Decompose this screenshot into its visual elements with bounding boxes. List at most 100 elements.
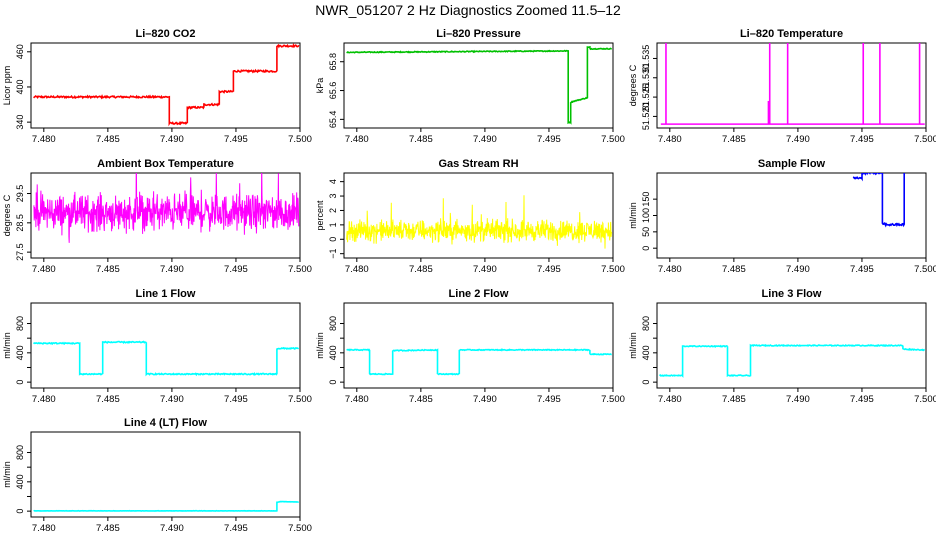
x-tick-label: 7.500 xyxy=(914,264,936,275)
y-tick-label: 0 xyxy=(15,509,25,514)
y-tick-label: 51.525 xyxy=(641,83,651,111)
y-tick-label: 4 xyxy=(328,179,338,184)
x-tick-label: 7.480 xyxy=(32,394,56,405)
series-line xyxy=(346,46,612,125)
x-tick-label: 7.500 xyxy=(601,134,625,145)
x-tick-label: 7.500 xyxy=(288,394,312,405)
x-tick-label: 7.480 xyxy=(345,264,369,275)
x-tick-label: 7.480 xyxy=(658,134,682,145)
plot-frame xyxy=(30,302,301,389)
x-tick-label: 7.490 xyxy=(473,394,497,405)
y-tick-label: 800 xyxy=(15,445,25,460)
y-axis-label: kPa xyxy=(315,78,325,94)
series-line xyxy=(346,195,613,249)
x-tick-label: 7.500 xyxy=(601,264,625,275)
series xyxy=(33,500,299,512)
y-tick-label: 51.520 xyxy=(641,103,651,131)
y-axis-label: ml/min xyxy=(628,332,638,359)
x-tick-label: 7.495 xyxy=(850,264,874,275)
panel-10: Line 4 (LT) Flow ml/min 7.480 7.485 7.490 7.4… xyxy=(2,417,312,534)
panel-title: Li–820 CO2 xyxy=(136,28,196,40)
y-tick-label: 0 xyxy=(641,246,651,251)
x-tick-label: 7.480 xyxy=(345,134,369,145)
x-tick-label: 7.490 xyxy=(786,134,810,145)
x-tick-label: 7.490 xyxy=(786,264,810,275)
plot-frame xyxy=(30,172,301,259)
series-line xyxy=(346,348,612,376)
x-tick-label: 7.495 xyxy=(224,264,248,275)
series xyxy=(32,340,300,377)
y-tick-label: 460 xyxy=(15,44,25,59)
y-tick-label: 800 xyxy=(641,316,651,331)
panel-5: Gas Stream RH percent 7.480 7.485 7.490 7.495… xyxy=(315,158,625,275)
y-axis-label: ml/min xyxy=(2,461,12,488)
x-tick-label: 7.480 xyxy=(32,523,56,534)
y-tick-label: 340 xyxy=(15,115,25,130)
x-tick-label: 7.485 xyxy=(409,264,433,275)
panel-6: Sample Flow ml/min 7.480 7.485 7.490 7.495 7.5… xyxy=(628,158,936,275)
panel-title: Line 1 Flow xyxy=(136,288,196,300)
y-tick-label: 65.6 xyxy=(328,82,338,100)
y-tick-label: 3 xyxy=(328,194,338,199)
series-line xyxy=(33,500,299,512)
x-tick-label: 7.490 xyxy=(473,264,497,275)
x-tick-label: 7.485 xyxy=(409,134,433,145)
y-tick-label: 0 xyxy=(328,380,338,385)
y-tick-label: 150 xyxy=(641,192,651,207)
series xyxy=(660,43,925,125)
x-tick-label: 7.495 xyxy=(224,394,248,405)
plot-frame xyxy=(343,172,614,259)
panel-title: Ambient Box Temperature xyxy=(97,158,234,170)
x-tick-label: 7.495 xyxy=(537,264,561,275)
plot-frame xyxy=(656,42,927,129)
x-tick-label: 7.495 xyxy=(224,134,248,145)
y-tick-label: 50 xyxy=(641,227,651,237)
y-tick-label: 400 xyxy=(15,474,25,489)
y-axis-label: ml/min xyxy=(2,332,12,359)
series xyxy=(33,43,300,127)
series xyxy=(346,195,613,249)
plot-frame xyxy=(656,172,927,259)
x-tick-label: 7.485 xyxy=(722,264,746,275)
series xyxy=(346,348,612,376)
y-tick-label: 65.4 xyxy=(328,111,338,129)
y-tick-label: 400 xyxy=(328,345,338,360)
x-tick-label: 7.485 xyxy=(96,264,120,275)
x-tick-label: 7.480 xyxy=(32,264,56,275)
series xyxy=(852,173,906,228)
x-tick-label: 7.500 xyxy=(914,134,936,145)
series xyxy=(346,46,612,125)
series xyxy=(658,343,926,378)
panel-7: Line 1 Flow ml/min 7.480 7.485 7.490 7.495 7.5… xyxy=(2,288,312,405)
y-tick-label: 0 xyxy=(328,237,338,242)
plot-frame xyxy=(343,42,614,129)
plot-frame xyxy=(343,302,614,389)
panel-2: Li–820 Pressure kPa 7.480 7.485 7.490 7.495 7.… xyxy=(315,28,625,145)
y-axis-label: ml/min xyxy=(315,332,325,359)
x-tick-label: 7.500 xyxy=(914,394,936,405)
x-tick-label: 7.495 xyxy=(224,523,248,534)
series-line xyxy=(33,43,300,127)
y-tick-label: 1 xyxy=(328,222,338,227)
y-tick-label: 51.530 xyxy=(641,64,651,92)
y-axis-label: ml/min xyxy=(628,202,638,229)
x-tick-label: 7.490 xyxy=(160,134,184,145)
panel-1: Li–820 CO2 Licor ppm 7.480 7.485 7.490 7.495 7… xyxy=(2,28,312,145)
y-tick-label: 65.8 xyxy=(328,53,338,71)
y-tick-label: −1 xyxy=(328,249,338,259)
panel-9: Line 3 Flow ml/min 7.480 7.485 7.490 7.495 7.5… xyxy=(628,288,936,405)
x-tick-label: 7.490 xyxy=(786,394,810,405)
series-line xyxy=(658,343,926,378)
plot-frame xyxy=(30,431,301,518)
series xyxy=(33,173,300,243)
x-tick-label: 7.495 xyxy=(850,394,874,405)
series-line xyxy=(32,340,300,377)
y-tick-label: 27.5 xyxy=(15,243,25,261)
x-tick-label: 7.495 xyxy=(537,134,561,145)
y-tick-label: 29.5 xyxy=(15,185,25,203)
x-tick-label: 7.490 xyxy=(160,394,184,405)
x-tick-label: 7.485 xyxy=(722,134,746,145)
x-tick-label: 7.485 xyxy=(96,523,120,534)
